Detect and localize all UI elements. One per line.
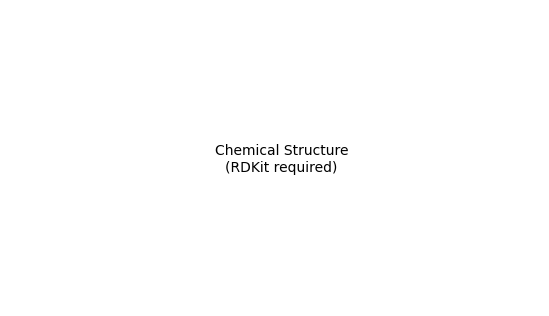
Text: Chemical Structure
(RDKit required): Chemical Structure (RDKit required) — [215, 144, 348, 175]
